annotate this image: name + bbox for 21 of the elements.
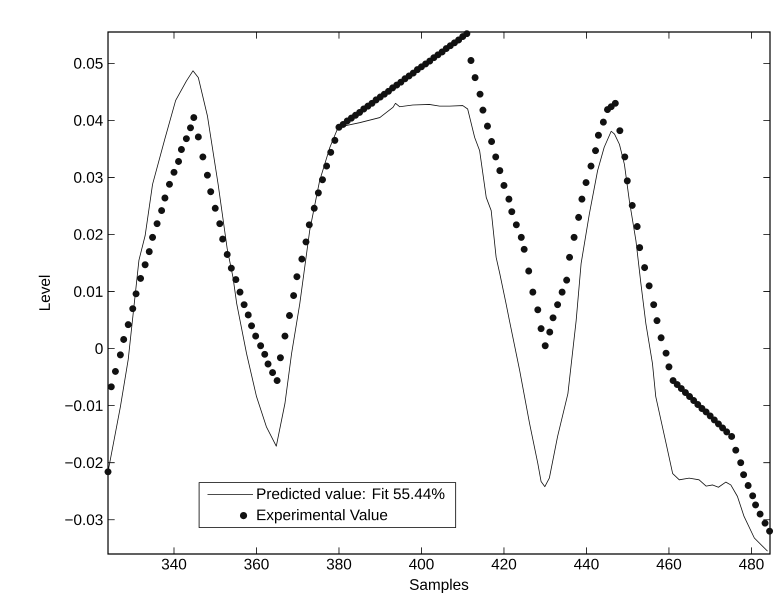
x-tick-label: 400 <box>409 558 434 570</box>
legend-label: Predicted value: Fit 55.44% <box>257 488 444 500</box>
x-tick-label: 340 <box>162 558 186 570</box>
legend-label: Experimental Value <box>257 509 388 524</box>
x-tick-label: 460 <box>656 558 682 570</box>
y-tick-label: 0 <box>95 343 103 354</box>
y-tick-label: −0.01 <box>65 400 103 412</box>
x-tick-label: 420 <box>492 558 516 570</box>
x-tick-label: 480 <box>739 558 764 570</box>
y-tick-label: 0.04 <box>74 114 103 126</box>
y-tick-label: 0.03 <box>74 172 103 183</box>
y-tick-label: 0.02 <box>74 229 103 240</box>
y-tick-label: −0.02 <box>65 457 103 468</box>
y-tick-label: 0.01 <box>74 286 103 297</box>
y-tick-label: 0.05 <box>74 58 103 69</box>
x-tick-label: 360 <box>244 558 269 570</box>
x-tick-label: 440 <box>574 558 599 570</box>
y-axis-title: Level <box>38 276 50 310</box>
y-tick-label: −0.03 <box>65 514 103 526</box>
x-axis-title: Samples <box>410 578 468 593</box>
x-tick-label: 380 <box>326 558 352 570</box>
